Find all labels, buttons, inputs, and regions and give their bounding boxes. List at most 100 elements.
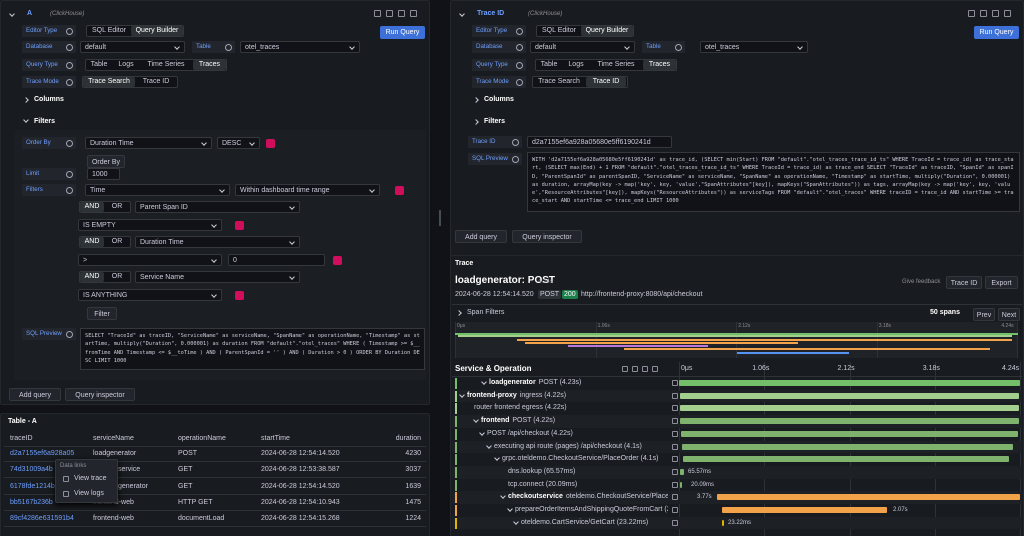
feedback-link[interactable]: Give feedback: [902, 279, 941, 285]
remove-button[interactable]: [235, 221, 244, 230]
trace-mode-option[interactable]: Trace Search: [538, 78, 580, 85]
span-name[interactable]: oteldemo.CartService/GetCart (23.22ms): [521, 517, 648, 529]
header-icon[interactable]: [980, 10, 987, 17]
add-query-button[interactable]: Add query: [455, 230, 507, 243]
and-option[interactable]: AND: [80, 202, 104, 212]
trace-mode-option[interactable]: Trace ID: [142, 78, 170, 85]
trace-id-button[interactable]: Trace ID: [946, 276, 982, 289]
table-select[interactable]: otel_traces: [700, 41, 808, 53]
span-name[interactable]: router frontend egress (4.22s): [474, 402, 567, 414]
database-select[interactable]: default: [530, 41, 635, 53]
span-name[interactable]: frontend-proxy ingress (4.22s): [467, 390, 566, 402]
remove-button[interactable]: [235, 291, 244, 300]
column-header[interactable]: serviceName: [93, 435, 134, 442]
remove-button[interactable]: [266, 139, 275, 148]
filter-value[interactable]: 0: [228, 254, 325, 266]
header-icon[interactable]: [374, 10, 381, 17]
query-type-option[interactable]: Table: [540, 61, 558, 68]
query-type-option[interactable]: Logs: [118, 61, 134, 68]
column-header[interactable]: duration: [395, 435, 421, 442]
header-icon[interactable]: [1004, 10, 1011, 17]
query-type-option[interactable]: Time Series: [597, 61, 635, 68]
trace-mode-option[interactable]: Trace ID: [586, 77, 626, 87]
filter-field[interactable]: Service Name: [135, 271, 300, 283]
filter-operator[interactable]: IS ANYTHING: [78, 289, 222, 301]
editor-type-option[interactable]: SQL Editor: [542, 27, 576, 34]
database-select[interactable]: default: [80, 41, 185, 53]
order-direction[interactable]: DESC: [217, 137, 260, 149]
trace-link[interactable]: 6178fde1214b: [10, 482, 55, 490]
toolbar-icon[interactable]: [652, 366, 658, 372]
column-header[interactable]: traceID: [10, 435, 33, 442]
run-query-button[interactable]: Run Query: [380, 26, 425, 39]
section-header[interactable]: Columns: [34, 96, 64, 103]
section-header[interactable]: Filters: [34, 118, 56, 125]
filter-field[interactable]: Parent Span ID: [135, 201, 300, 213]
span-link-icon[interactable]: [672, 418, 678, 425]
toolbar-icon[interactable]: [632, 366, 638, 372]
span-link-icon[interactable]: [672, 468, 678, 475]
span-name[interactable]: loadgenerator POST (4.23s): [489, 377, 581, 389]
span-name[interactable]: frontend POST (4.22s): [481, 415, 555, 427]
span-link-icon[interactable]: [672, 481, 678, 488]
order-by-field[interactable]: Duration Time: [85, 137, 212, 149]
span-link-icon[interactable]: [672, 519, 678, 526]
column-header[interactable]: operationName: [178, 435, 226, 442]
or-option[interactable]: OR: [111, 238, 123, 245]
filter-operator[interactable]: >: [78, 254, 222, 266]
span-link-icon[interactable]: [672, 494, 678, 501]
or-option[interactable]: OR: [111, 203, 123, 210]
export-button[interactable]: Export: [985, 276, 1018, 289]
toolbar-icon[interactable]: [642, 366, 648, 372]
add-query-button[interactable]: Add query: [9, 388, 61, 401]
and-option[interactable]: AND: [80, 237, 104, 247]
add-order-by-button[interactable]: Order By: [87, 155, 125, 168]
trace-link[interactable]: bb5167b236b: [10, 498, 53, 506]
prev-button[interactable]: Prev: [973, 308, 995, 321]
header-icon[interactable]: [968, 10, 975, 17]
add-filter-button[interactable]: Filter: [87, 307, 117, 320]
span-link-icon[interactable]: [672, 430, 678, 437]
trace-id-input[interactable]: d2a7155ef6a928a05680e5ff6190241d: [527, 136, 672, 148]
data-link[interactable]: View trace: [74, 475, 107, 482]
span-name[interactable]: executing api route (pages) /api/checkou…: [494, 441, 642, 453]
filter-field[interactable]: Time: [85, 184, 230, 196]
span-name[interactable]: checkoutservice oteldemo.CheckoutService/…: [508, 491, 668, 503]
toolbar-icon[interactable]: [622, 366, 628, 372]
span-link-icon[interactable]: [672, 392, 678, 399]
trace-mode-option[interactable]: Trace Search: [83, 77, 135, 87]
editor-type-option[interactable]: SQL Editor: [92, 27, 126, 34]
and-option[interactable]: AND: [80, 272, 104, 282]
filter-operator[interactable]: IS EMPTY: [78, 219, 222, 231]
span-filters-toggle[interactable]: Span Filters: [467, 309, 505, 316]
header-icon[interactable]: [992, 10, 999, 17]
section-header[interactable]: Columns: [484, 96, 514, 103]
query-type-option[interactable]: Traces: [193, 60, 226, 70]
section-header[interactable]: Filters: [484, 118, 506, 125]
query-inspector-button[interactable]: Query inspector: [65, 388, 135, 401]
next-button[interactable]: Next: [998, 308, 1020, 321]
span-link-icon[interactable]: [672, 380, 678, 386]
remove-button[interactable]: [395, 186, 404, 195]
span-name[interactable]: tcp.connect (20.09ms): [508, 479, 577, 491]
header-icon[interactable]: [398, 10, 405, 17]
span-link-icon[interactable]: [672, 456, 678, 463]
table-select[interactable]: otel_traces: [240, 41, 360, 53]
span-name[interactable]: POST /api/checkout (4.22s): [487, 428, 573, 440]
span-name[interactable]: dns.lookup (65.57ms): [508, 466, 575, 478]
query-type-option[interactable]: Traces: [643, 60, 676, 70]
span-link-icon[interactable]: [672, 507, 678, 513]
header-icon[interactable]: [386, 10, 393, 17]
data-link[interactable]: View logs: [74, 490, 104, 497]
span-name[interactable]: grpc.oteldemo.CheckoutService/PlaceOrder…: [502, 453, 658, 465]
query-type-option[interactable]: Time Series: [147, 61, 185, 68]
or-option[interactable]: OR: [111, 273, 123, 280]
filter-field[interactable]: Duration Time: [135, 236, 300, 248]
trace-link[interactable]: 74d31009a4b: [10, 466, 53, 474]
span-link-icon[interactable]: [672, 443, 678, 450]
query-type-option[interactable]: Logs: [568, 61, 584, 68]
editor-type-option[interactable]: Query Builder: [131, 26, 183, 36]
span-link-icon[interactable]: [672, 405, 678, 412]
header-icon[interactable]: [410, 10, 417, 17]
query-inspector-button[interactable]: Query inspector: [512, 230, 582, 243]
